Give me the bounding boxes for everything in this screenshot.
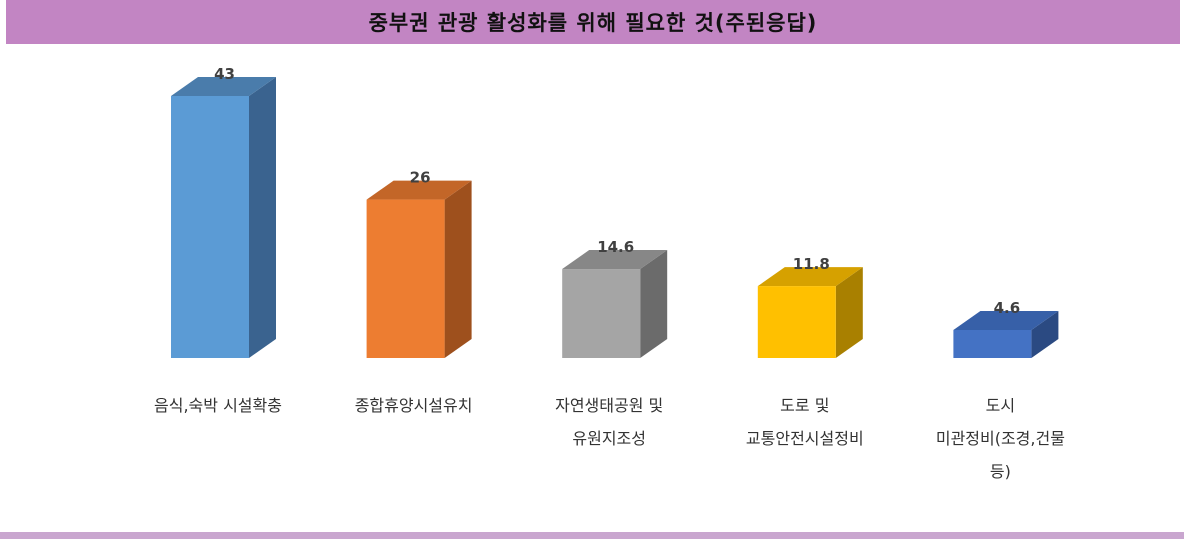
bar-top bbox=[171, 77, 276, 96]
bar-top bbox=[757, 267, 863, 287]
data-label: 4.6 bbox=[994, 299, 1021, 317]
bar-1: 43 bbox=[171, 65, 276, 358]
bar-side bbox=[835, 267, 863, 358]
bar-top bbox=[953, 310, 1059, 330]
bar-front bbox=[757, 286, 836, 358]
category-label: 음식,숙박 시설확충 bbox=[154, 396, 282, 415]
data-label: 43 bbox=[214, 65, 235, 83]
bar-side bbox=[640, 250, 668, 358]
bar-side bbox=[444, 180, 472, 358]
bar-front bbox=[953, 329, 1032, 358]
bar-5: 4.6 bbox=[953, 299, 1059, 358]
bar-3: 14.6 bbox=[562, 238, 668, 358]
bar-top bbox=[562, 250, 668, 270]
bar-front bbox=[562, 269, 641, 358]
bar-top bbox=[366, 180, 472, 200]
data-label: 11.8 bbox=[793, 255, 830, 273]
bar-4: 11.8 bbox=[757, 255, 863, 358]
bar-2: 26 bbox=[366, 169, 472, 358]
bar-front bbox=[171, 96, 249, 358]
bar-side bbox=[249, 77, 276, 358]
category-label: 도로 및 교통안전시설정비 bbox=[745, 396, 864, 448]
chart-title-bar: 중부권 관광 활성화를 위해 필요한 것(주된응답) bbox=[6, 0, 1180, 44]
category-label: 자연생태공원 및 유원지조성 bbox=[555, 396, 664, 448]
data-label: 14.6 bbox=[597, 238, 634, 256]
bottom-divider bbox=[0, 532, 1184, 539]
category-label: 도시 미관정비(조경,건물 등) bbox=[935, 396, 1065, 481]
category-label: 종합휴양시설유치 bbox=[354, 396, 473, 415]
chart-title: 중부권 관광 활성화를 위해 필요한 것(주된응답) bbox=[368, 11, 818, 35]
bar-side bbox=[1031, 310, 1059, 358]
bar-front bbox=[366, 199, 445, 358]
data-label: 26 bbox=[410, 169, 431, 187]
